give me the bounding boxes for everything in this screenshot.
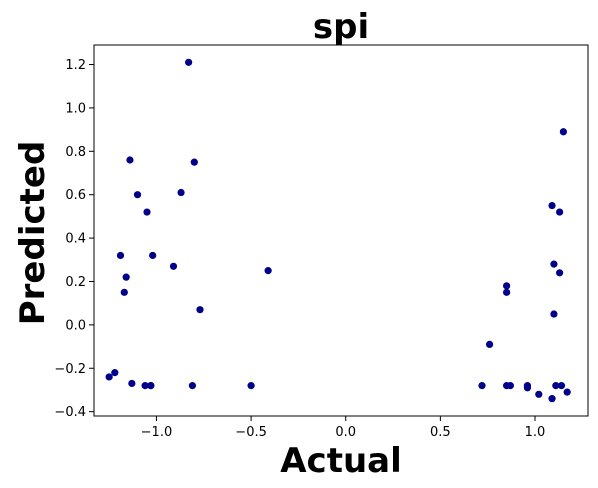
data-point	[550, 260, 558, 268]
data-point	[149, 251, 157, 260]
data-point	[116, 251, 125, 260]
data-point	[185, 58, 193, 66]
data-point	[556, 269, 564, 277]
data-point	[550, 310, 558, 318]
data-point	[196, 306, 204, 314]
y-tick-label: 0.6	[65, 188, 86, 203]
data-point	[548, 201, 556, 210]
data-point	[552, 382, 560, 390]
data-point	[105, 373, 113, 381]
data-point	[169, 262, 178, 270]
data-point	[563, 388, 571, 396]
y-tick-label: 0.2	[65, 275, 86, 290]
x-axis-label: Actual	[280, 441, 402, 481]
data-point	[247, 382, 255, 390]
x-tick-label: 1.0	[525, 425, 546, 440]
y-tick-label: −0.2	[54, 362, 86, 377]
data-point	[188, 382, 197, 390]
x-tick-label: 0.0	[335, 425, 356, 440]
data-point	[548, 395, 556, 403]
data-point	[177, 188, 185, 197]
x-tick-label: −0.5	[235, 425, 267, 440]
data-point	[503, 282, 511, 290]
data-point	[557, 382, 566, 390]
data-point	[506, 382, 514, 390]
data-point	[264, 267, 272, 275]
y-tick-label: 0.4	[65, 232, 86, 247]
data-point	[128, 379, 136, 388]
data-point	[503, 288, 511, 296]
data-point	[559, 128, 567, 136]
y-axis-ticks: −0.4 −0.2 0.0 0.2 0.4 0.6 0.8 1.0 1.2	[54, 58, 94, 420]
data-point	[120, 288, 128, 296]
chart-title: spi	[313, 7, 369, 47]
data-point	[133, 191, 142, 199]
data-point	[478, 382, 486, 390]
y-axis-label: Predicted	[13, 141, 53, 326]
y-tick-label: −0.4	[54, 405, 86, 420]
x-tick-label: 0.5	[430, 425, 451, 440]
data-point	[535, 390, 543, 398]
data-point	[141, 382, 149, 390]
y-tick-label: 0.8	[65, 145, 86, 160]
y-tick-label: 0.0	[65, 318, 86, 333]
data-point	[556, 208, 564, 216]
plot-area-frame	[93, 44, 589, 417]
data-point	[126, 156, 134, 164]
x-tick-label: −1.0	[141, 425, 173, 440]
y-tick-label: 1.0	[65, 101, 86, 116]
data-point	[147, 382, 155, 390]
data-point	[111, 369, 119, 377]
data-points	[105, 58, 571, 403]
y-tick-label: 1.2	[65, 58, 86, 73]
data-point	[485, 340, 494, 349]
data-point	[143, 208, 151, 216]
x-axis-ticks: −1.0 −0.5 0.0 0.5 1.0	[141, 416, 546, 440]
data-point	[190, 158, 198, 166]
data-point	[122, 273, 130, 281]
data-point	[523, 384, 532, 392]
